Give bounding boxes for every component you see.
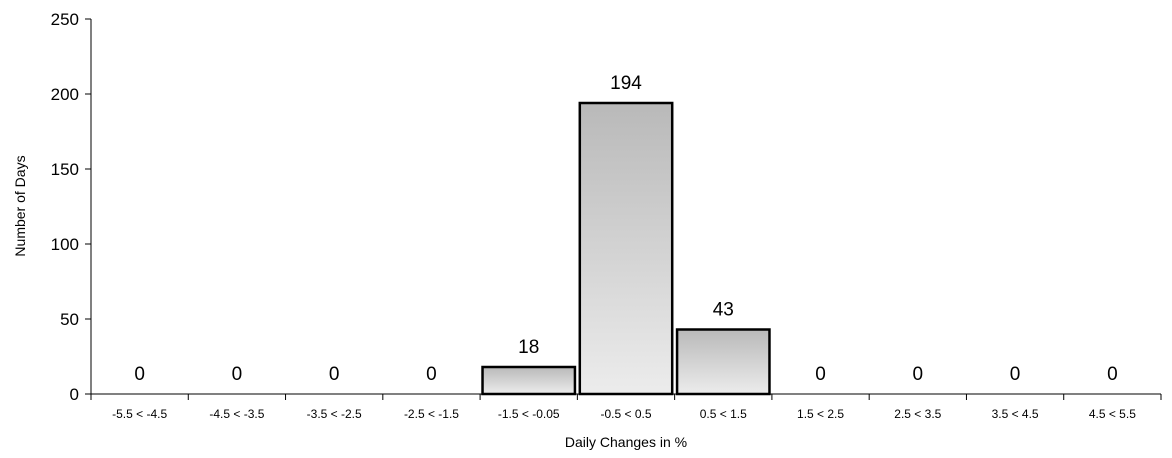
x-ticks-group: -5.5 < -4.5 -4.5 < -3.5 -3.5 < -2.5 -2.5 < … <box>90 394 1162 421</box>
x-tick-label: -0.5 < 0.5 <box>600 407 651 421</box>
bar-value-label: 0 <box>1010 364 1021 385</box>
x-tick-label: -4.5 < -3.5 <box>209 407 264 421</box>
y-tick-label: 50 <box>60 310 79 329</box>
bar <box>481 365 577 396</box>
y-tick-label: 100 <box>51 235 79 254</box>
y-tick-label: 150 <box>51 160 79 179</box>
bar-value-label: 18 <box>518 337 539 358</box>
x-tick-label: 1.5 < 2.5 <box>797 407 844 421</box>
bar-value-label: 0 <box>232 364 243 385</box>
bar-value-label: 0 <box>426 364 437 385</box>
bar-value-label: 0 <box>134 364 145 385</box>
x-tick-label: -1.5 < -0.05 <box>498 407 560 421</box>
bar-value-label: 0 <box>913 364 924 385</box>
data-labels-group: 0 0 0 0 18 194 43 0 0 0 0 <box>134 73 1117 385</box>
y-axis-title: Number of Days <box>12 155 28 256</box>
x-tick-label: 0.5 < 1.5 <box>700 407 747 421</box>
y-tick-label: 250 <box>51 10 79 29</box>
bar-value-label: 0 <box>815 364 826 385</box>
x-tick-label: -3.5 < -2.5 <box>307 407 362 421</box>
bar-value-label: 43 <box>713 300 734 321</box>
x-tick-label: -2.5 < -1.5 <box>404 407 459 421</box>
bar <box>578 101 674 396</box>
bar <box>675 328 771 396</box>
y-ticks-group: 0 50 100 150 200 250 <box>51 10 91 404</box>
x-axis-title: Daily Changes in % <box>565 434 687 450</box>
bar-value-label: 194 <box>610 73 642 94</box>
bar-value-label: 0 <box>1107 364 1118 385</box>
x-tick-label: -5.5 < -4.5 <box>112 407 167 421</box>
y-tick-label: 200 <box>51 85 79 104</box>
axes-group <box>90 19 1161 395</box>
x-tick-label: 4.5 < 5.5 <box>1089 407 1136 421</box>
y-tick-label: 0 <box>70 385 79 404</box>
x-tick-label: 3.5 < 4.5 <box>992 407 1039 421</box>
x-tick-label: 2.5 < 3.5 <box>894 407 941 421</box>
bars-group <box>481 101 771 396</box>
bar-value-label: 0 <box>329 364 340 385</box>
